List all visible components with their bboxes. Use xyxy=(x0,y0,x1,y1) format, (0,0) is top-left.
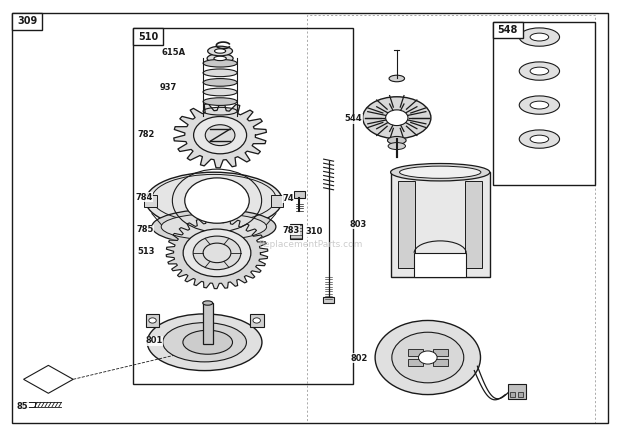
Ellipse shape xyxy=(363,97,431,139)
Text: 513: 513 xyxy=(138,247,155,256)
Ellipse shape xyxy=(520,28,560,46)
Bar xyxy=(12,13,42,30)
Bar xyxy=(391,172,490,277)
Text: 785: 785 xyxy=(136,225,154,234)
Text: 784: 784 xyxy=(135,193,153,201)
Ellipse shape xyxy=(203,59,237,67)
Circle shape xyxy=(149,318,156,323)
Ellipse shape xyxy=(161,214,267,240)
Text: ReplacementParts.com: ReplacementParts.com xyxy=(258,240,362,249)
Text: 544: 544 xyxy=(345,114,362,123)
Circle shape xyxy=(253,318,260,323)
Circle shape xyxy=(185,178,249,223)
Circle shape xyxy=(418,351,437,364)
Circle shape xyxy=(193,116,247,154)
Bar xyxy=(414,253,466,277)
Circle shape xyxy=(205,125,235,146)
Ellipse shape xyxy=(530,67,549,75)
Bar xyxy=(408,349,423,356)
Bar xyxy=(203,303,213,344)
Text: 85: 85 xyxy=(17,402,29,411)
Ellipse shape xyxy=(162,323,247,362)
Bar xyxy=(323,297,334,303)
Ellipse shape xyxy=(520,96,560,114)
Bar xyxy=(290,224,302,239)
Bar xyxy=(146,314,159,327)
Ellipse shape xyxy=(146,172,282,229)
Ellipse shape xyxy=(183,330,232,354)
Ellipse shape xyxy=(399,166,481,178)
Ellipse shape xyxy=(208,46,232,56)
Bar xyxy=(398,181,415,268)
Ellipse shape xyxy=(203,88,237,96)
Text: 803: 803 xyxy=(349,220,366,229)
Bar xyxy=(518,392,523,397)
Circle shape xyxy=(392,332,464,383)
Bar xyxy=(433,359,448,366)
Bar xyxy=(510,392,515,397)
Text: 782: 782 xyxy=(138,130,155,139)
Ellipse shape xyxy=(389,75,404,82)
Text: 310: 310 xyxy=(305,228,322,236)
Bar xyxy=(493,22,595,185)
Ellipse shape xyxy=(203,107,237,115)
Text: 548: 548 xyxy=(498,25,518,35)
Bar xyxy=(133,28,163,45)
Ellipse shape xyxy=(152,209,276,244)
Bar xyxy=(408,359,423,366)
Ellipse shape xyxy=(530,33,549,41)
Ellipse shape xyxy=(214,56,226,61)
Circle shape xyxy=(203,243,231,262)
Bar xyxy=(307,15,595,423)
Ellipse shape xyxy=(203,98,237,106)
Bar xyxy=(465,181,482,268)
Text: 309: 309 xyxy=(17,17,37,26)
Bar xyxy=(493,22,523,38)
Ellipse shape xyxy=(520,130,560,148)
Ellipse shape xyxy=(520,62,560,80)
Bar xyxy=(144,195,157,207)
Polygon shape xyxy=(174,102,267,168)
Ellipse shape xyxy=(207,54,233,63)
Text: 937: 937 xyxy=(160,83,177,92)
Ellipse shape xyxy=(530,135,549,143)
Polygon shape xyxy=(166,217,268,289)
Circle shape xyxy=(386,110,408,126)
Bar xyxy=(133,28,353,384)
Ellipse shape xyxy=(203,69,237,77)
Text: 783: 783 xyxy=(282,226,299,235)
Circle shape xyxy=(375,320,480,395)
Text: 510: 510 xyxy=(138,32,158,41)
Ellipse shape xyxy=(388,136,406,144)
Ellipse shape xyxy=(203,301,213,305)
Ellipse shape xyxy=(388,143,405,150)
Bar xyxy=(23,402,35,407)
Ellipse shape xyxy=(391,164,490,181)
Text: 615A: 615A xyxy=(161,48,185,57)
Bar xyxy=(508,384,526,399)
Circle shape xyxy=(193,236,241,269)
Ellipse shape xyxy=(203,78,237,86)
Text: 802: 802 xyxy=(350,354,368,363)
Text: 801: 801 xyxy=(146,337,163,345)
Bar xyxy=(250,314,264,327)
Ellipse shape xyxy=(148,314,262,371)
Bar xyxy=(294,191,305,198)
Ellipse shape xyxy=(530,101,549,109)
Polygon shape xyxy=(24,365,73,393)
Bar xyxy=(271,195,283,207)
Bar xyxy=(433,349,448,356)
Text: 74: 74 xyxy=(282,194,294,203)
Circle shape xyxy=(183,229,251,277)
Ellipse shape xyxy=(215,49,226,53)
